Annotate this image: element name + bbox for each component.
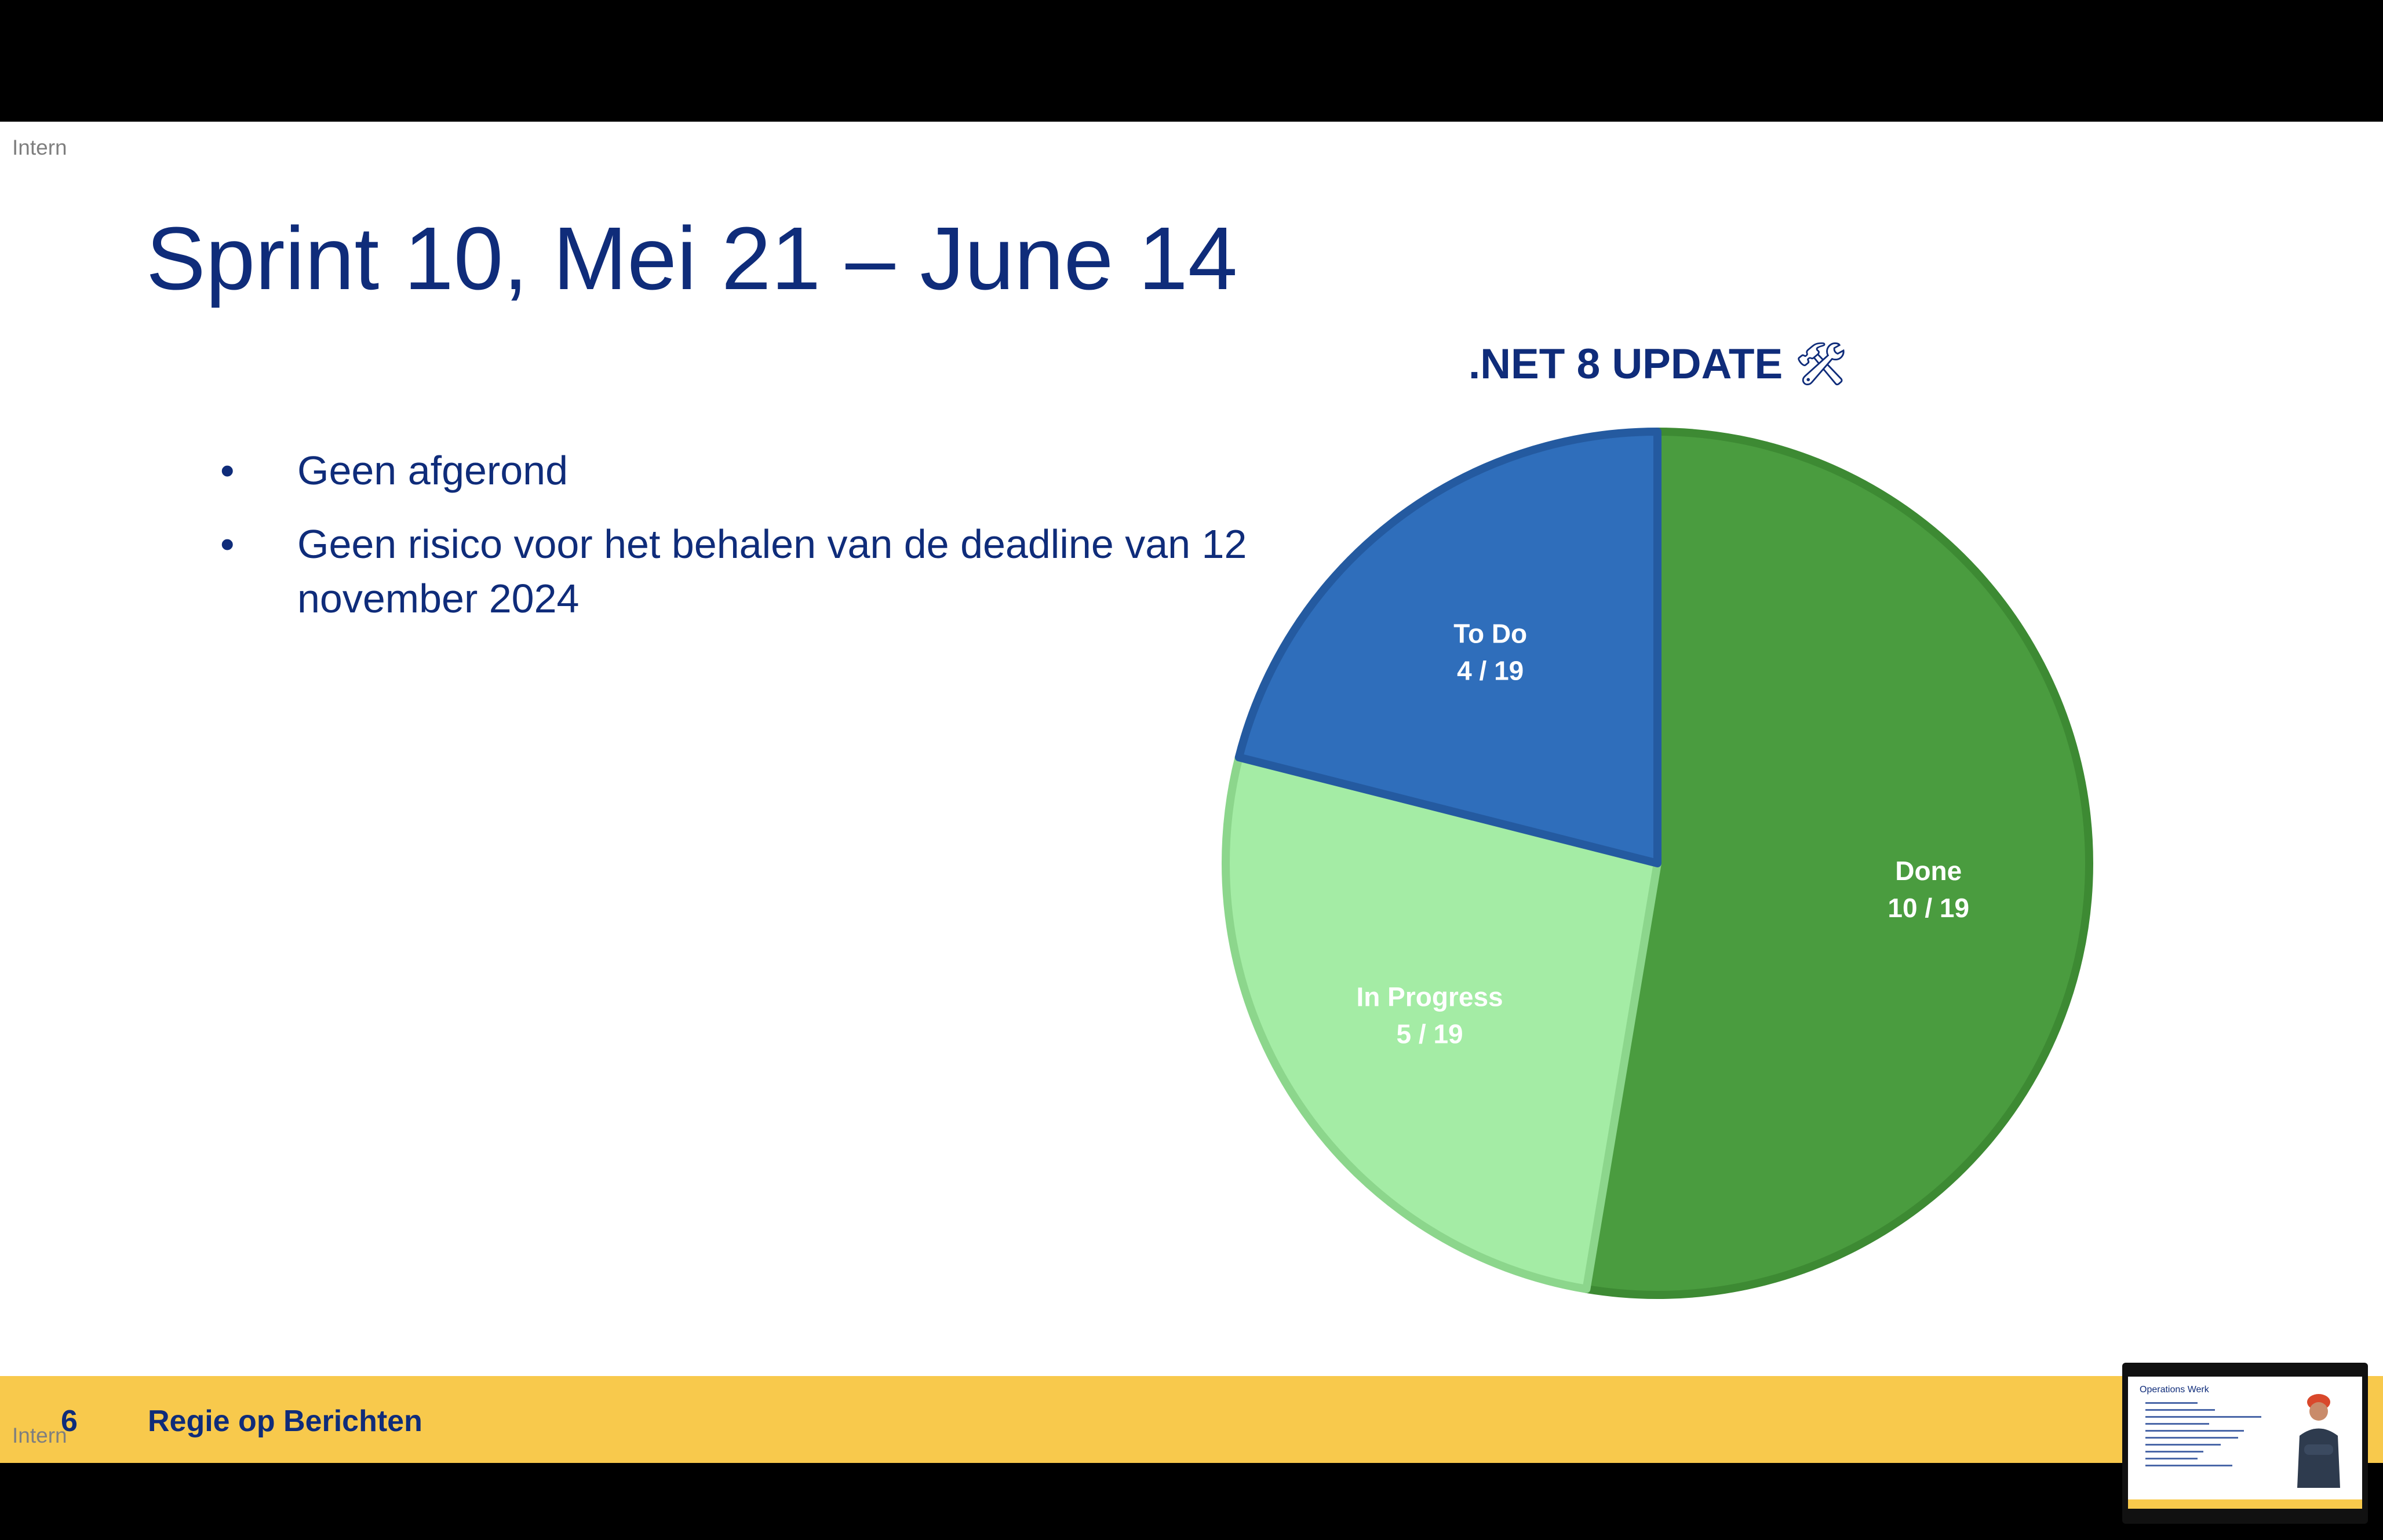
thumbnail-slide: Operations Werk	[2128, 1377, 2362, 1509]
classification-label: Intern	[12, 136, 67, 159]
thumbnail-title: Operations Werk	[2140, 1385, 2209, 1395]
slide: Intern Sprint 10, Mei 21 – June 14 • Gee…	[0, 122, 2383, 1463]
bullet-text: Geen afgerond	[297, 448, 569, 493]
thumbnail-footer	[2128, 1499, 2362, 1509]
slice-value-label: 5 / 19	[1397, 1019, 1463, 1049]
footer-project-name: Regie op Berichten	[148, 1404, 422, 1438]
bullet-dot: •	[220, 448, 235, 493]
chart-title-text: .NET 8 UPDATE	[1469, 341, 1783, 388]
bullet-item: • Geen risico voor het behalen van de de…	[220, 517, 1248, 626]
bullet-list: • Geen afgerond • Geen risico voor het b…	[220, 443, 1248, 645]
bullet-text: Geen risico voor het behalen van de dead…	[297, 521, 1247, 621]
footer-classification-label: Intern	[12, 1424, 67, 1447]
page-number: 6	[61, 1404, 78, 1438]
slice-value-label: 4 / 19	[1457, 656, 1524, 686]
slice-value-label: 10 / 19	[1888, 893, 1969, 923]
next-slide-thumbnail[interactable]: Operations Werk	[2122, 1363, 2368, 1524]
bullet-dot: •	[220, 521, 235, 567]
pie-chart: Done 10 / 19 In Progress 5 / 19 To Do 4 / 19	[1222, 428, 2093, 1299]
slice-name-label: To Do	[1453, 619, 1527, 649]
slice-name-label: Done	[1895, 856, 1962, 886]
slice-name-label: In Progress	[1357, 982, 1503, 1012]
worker-image	[2297, 1394, 2340, 1488]
bullet-item: • Geen afgerond	[220, 443, 1248, 498]
pie-slice-done	[1582, 428, 2093, 1299]
slide-footer: 6 Intern Regie op Berichten	[0, 1376, 2383, 1463]
hammer-wrench-icon: 🛠	[1794, 341, 1848, 388]
pie-slice-in-progress	[1222, 753, 1661, 1293]
chart-title: .NET 8 UPDATE 🛠	[1469, 339, 1848, 389]
slide-title: Sprint 10, Mei 21 – June 14	[146, 209, 1238, 308]
pie-slice-to-do	[1234, 428, 1661, 867]
